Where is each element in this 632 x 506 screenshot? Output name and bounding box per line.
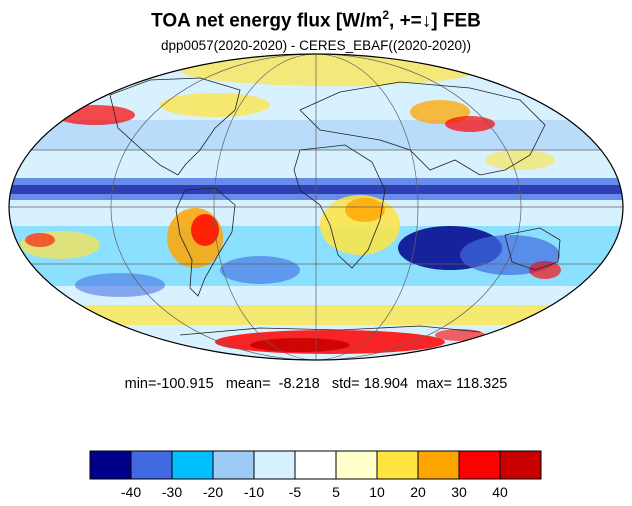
colorbar-tick-label: 5 bbox=[332, 484, 340, 500]
colorbar-tick-label: -30 bbox=[161, 484, 183, 500]
eastasia-yellow bbox=[485, 150, 555, 170]
title-superscript: 2 bbox=[382, 8, 390, 22]
colorbar-tick-label: 40 bbox=[492, 484, 508, 500]
coastlines bbox=[109, 77, 561, 336]
stat-std-label: std= bbox=[331, 376, 360, 392]
colorbar-tick-label: 20 bbox=[410, 484, 426, 500]
colorbar-box bbox=[130, 450, 173, 480]
pacific-red-spot bbox=[25, 233, 55, 247]
atlantic-yellow bbox=[160, 93, 270, 117]
colorbar-tick-label: 10 bbox=[369, 484, 385, 500]
colorbar-box bbox=[253, 450, 296, 480]
south-atlantic-blue bbox=[220, 256, 300, 284]
south-america-coast bbox=[175, 187, 236, 297]
map-subtitle: dpp0057(2020-2020) - CERES_EBAF((2020-20… bbox=[161, 38, 471, 53]
eurasia-coast bbox=[299, 81, 546, 176]
title-main: TOA net energy flux [W/m bbox=[151, 10, 383, 32]
west-pacific-red bbox=[529, 261, 561, 279]
colorbar-box bbox=[458, 450, 501, 480]
globe-outline bbox=[8, 53, 624, 361]
colorbar-tick-label: -40 bbox=[120, 484, 142, 500]
colorbar-box bbox=[89, 450, 132, 480]
stat-max-label: max= bbox=[416, 376, 452, 392]
colorbar-box bbox=[335, 450, 378, 480]
australia-coast bbox=[504, 227, 561, 271]
map-title: TOA net energy flux [W/m2, +=↓] FEB bbox=[0, 8, 632, 32]
south-pacific-blue bbox=[75, 273, 165, 297]
siberia-red bbox=[445, 116, 495, 132]
africa-coast bbox=[293, 144, 386, 269]
colorbar-box bbox=[417, 450, 460, 480]
colorbar-box bbox=[171, 450, 214, 480]
colorbar-tick-label: -20 bbox=[202, 484, 224, 500]
arctic-yellow bbox=[180, 54, 480, 86]
colorbar-box bbox=[376, 450, 419, 480]
stat-std-value: 18.904 bbox=[363, 376, 409, 392]
africa-orange bbox=[345, 198, 385, 222]
colorbar-tick-label: 30 bbox=[451, 484, 467, 500]
statistics-line: min=-100.915 mean= -8.218 std= 18.904 ma… bbox=[0, 376, 632, 392]
colorbar-tick-label: -10 bbox=[243, 484, 265, 500]
antarctica-dark-red bbox=[250, 338, 350, 352]
stat-min-value: -100.915 bbox=[156, 376, 214, 392]
stat-mean-label: mean= bbox=[225, 376, 271, 392]
colorbar-box bbox=[294, 450, 337, 480]
antarctica-coast bbox=[179, 325, 481, 336]
colorbar-box bbox=[499, 450, 542, 480]
title-suffix: , +=↓] FEB bbox=[389, 10, 481, 32]
colorbar-tick-label: -5 bbox=[288, 484, 302, 500]
graticule bbox=[9, 54, 623, 360]
stat-max-value: 118.325 bbox=[456, 376, 508, 392]
stat-mean-value: -8.218 bbox=[278, 376, 320, 392]
amazon-red bbox=[191, 214, 219, 246]
stat-min-label: min= bbox=[124, 376, 157, 392]
antarctica-east-red bbox=[435, 329, 485, 341]
colorbar-box bbox=[212, 450, 255, 480]
north-america-coast bbox=[109, 77, 241, 176]
